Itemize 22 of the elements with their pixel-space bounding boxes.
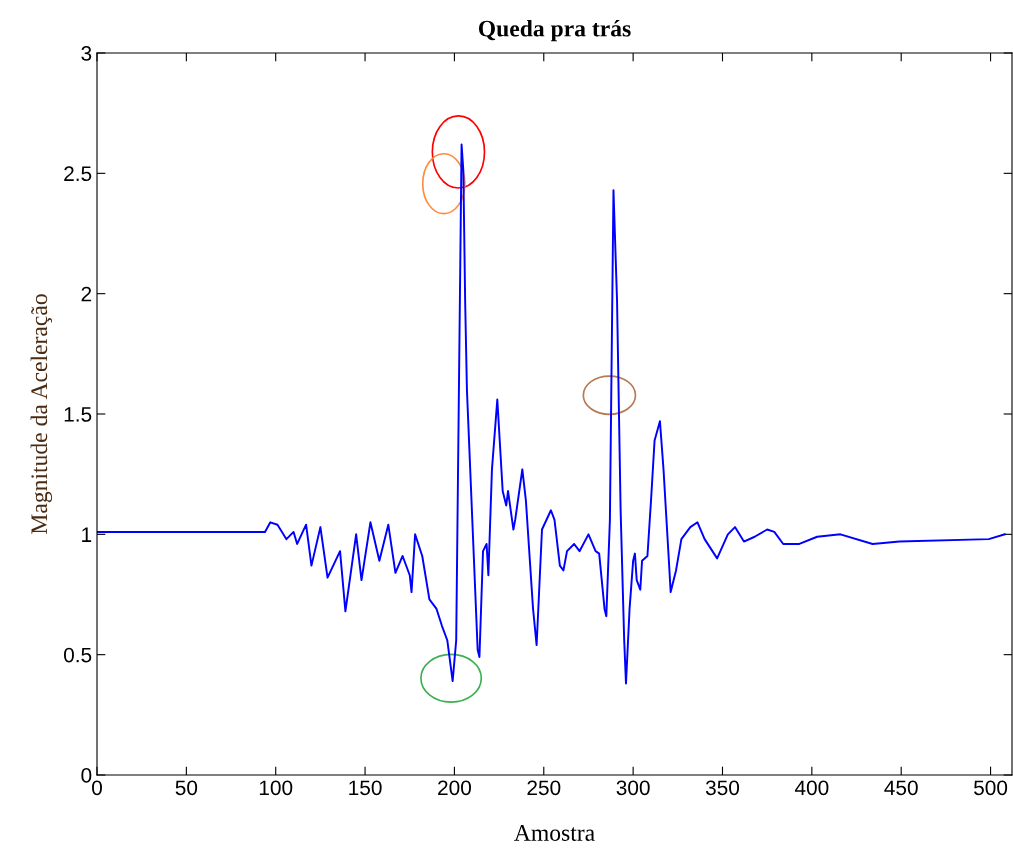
y-tick-label: 1.5: [64, 407, 92, 422]
y-tick-label: 0.5: [63, 647, 92, 663]
x-tick-label: 300: [616, 780, 650, 796]
y-tick-label: 2.5: [64, 166, 92, 182]
x-axis-title: Amostra: [514, 825, 595, 841]
y-tick-label: 2: [81, 286, 92, 302]
line-series: [97, 143, 1006, 685]
x-tick-label: 450: [884, 780, 918, 796]
x-tick-label: 350: [705, 780, 740, 796]
y-tick-label: 0: [81, 768, 92, 783]
x-tick-label: 50: [175, 780, 198, 796]
x-tick-label: 250: [527, 780, 561, 796]
x-tick-label: 200: [438, 780, 471, 796]
x-tick-label: 500: [974, 780, 1008, 796]
x-tick-label: 0: [92, 780, 102, 796]
x-tick-label: 400: [794, 780, 829, 796]
x-tick-label: 150: [349, 780, 382, 796]
y-axis-title: Magnitude da Aceleração: [30, 294, 53, 534]
y-tick-label: 3: [81, 46, 92, 61]
y-tick-label: 1: [82, 527, 92, 542]
chart-title: Queda pra trás: [478, 19, 631, 42]
x-tick-label: 100: [259, 780, 293, 796]
